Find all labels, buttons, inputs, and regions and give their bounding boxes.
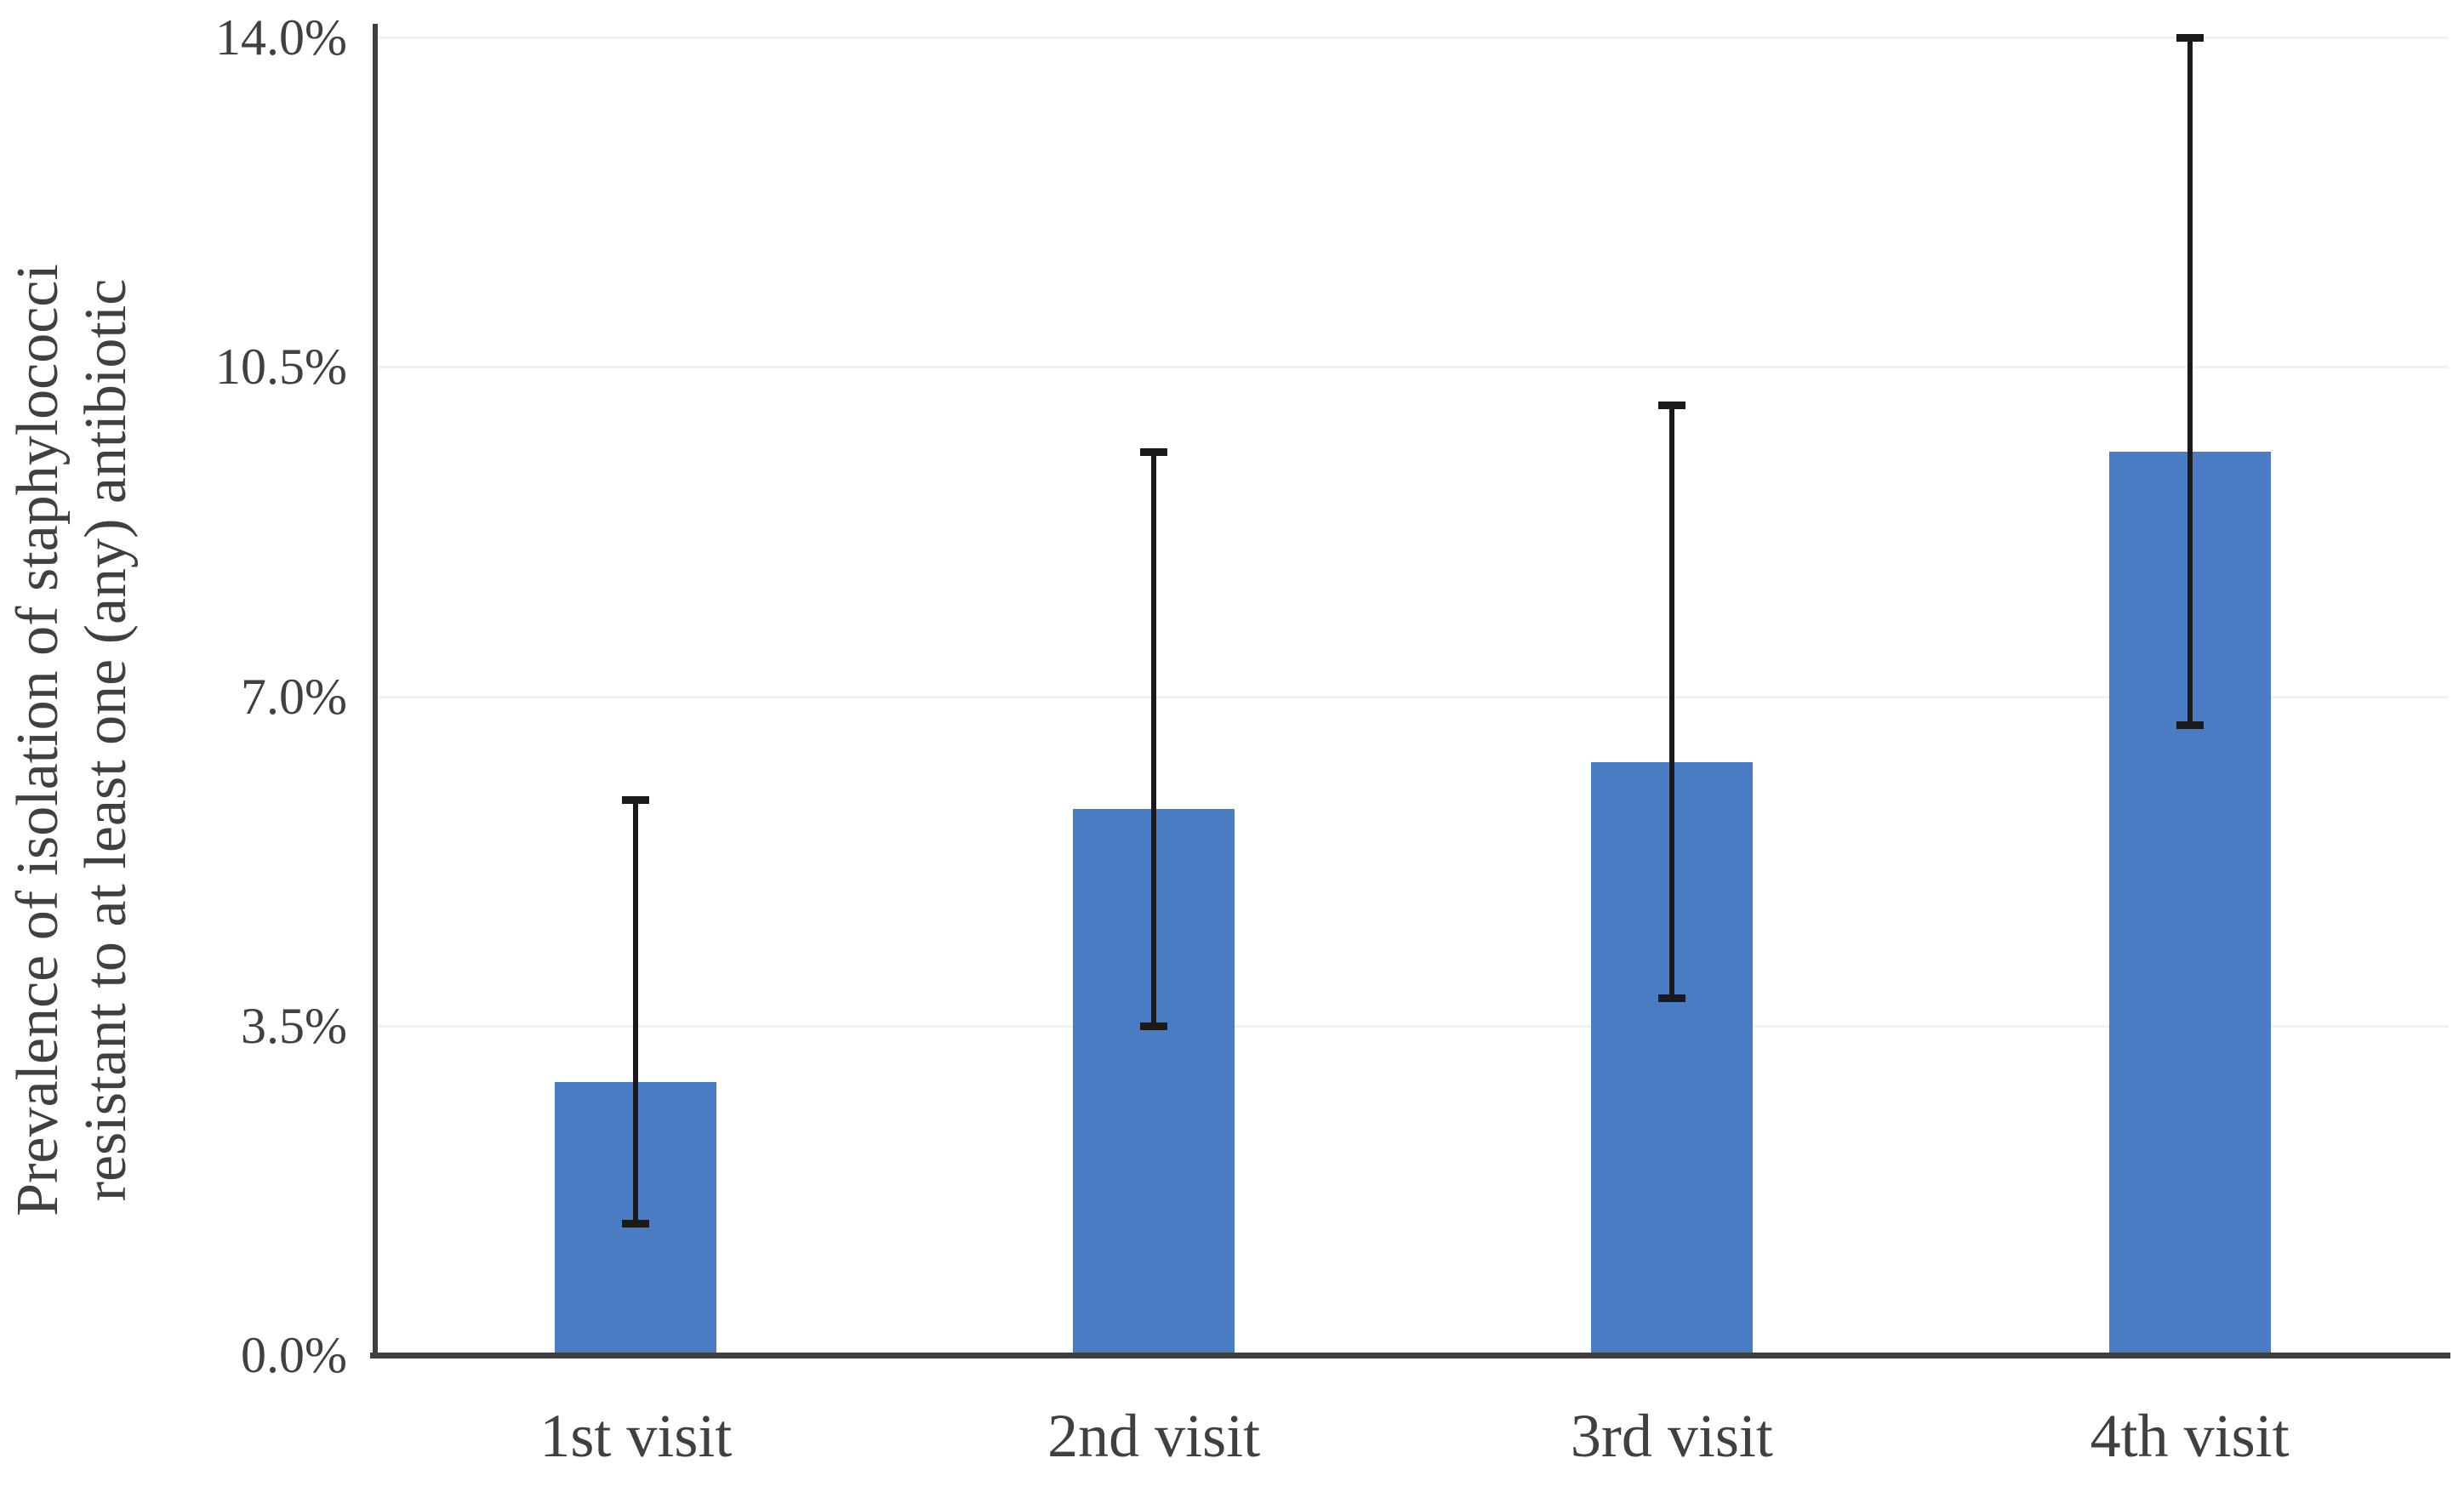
x-category-label: 1st visit (539, 1402, 733, 1470)
gridline (377, 37, 2449, 39)
error-bar-cap-top (1657, 401, 1685, 409)
error-bar-cap-top (622, 796, 650, 805)
y-tick-label: 7.0% (241, 668, 347, 725)
x-category-label: 2nd visit (1047, 1402, 1261, 1470)
error-bar-line (633, 800, 639, 1224)
y-axis-title-line2: resistant to at least one (any) antibiot… (73, 278, 139, 1202)
y-tick-label: 10.5% (215, 339, 347, 396)
gridline (377, 366, 2449, 369)
y-tick-label: 3.5% (241, 997, 347, 1054)
error-bar-line (2187, 37, 2193, 725)
error-bar-line (1151, 451, 1157, 1026)
y-axis-line (373, 24, 378, 1358)
gridline (377, 1024, 2449, 1028)
x-category-label: 3rd visit (1570, 1402, 1773, 1470)
error-bar-cap-bottom (1657, 994, 1685, 1002)
y-tick-label: 14.0% (215, 9, 347, 66)
error-bar-cap-bottom (2176, 721, 2204, 729)
error-bar-cap-top (2176, 34, 2204, 42)
error-bar-cap-top (1140, 447, 1168, 456)
error-bar-line (1668, 404, 1674, 998)
x-axis-line (370, 1353, 2450, 1358)
x-category-label: 4th visit (2090, 1402, 2290, 1470)
y-axis-title-line1: Prevalence of isolation of staphylococci (5, 264, 71, 1216)
error-bar-cap-bottom (1140, 1022, 1168, 1030)
y-axis-title: Prevalence of isolation of staphylococci… (4, 77, 149, 1404)
error-bar-cap-bottom (622, 1220, 650, 1228)
y-tick-label: 0.0% (241, 1327, 347, 1383)
gridline (377, 695, 2449, 698)
